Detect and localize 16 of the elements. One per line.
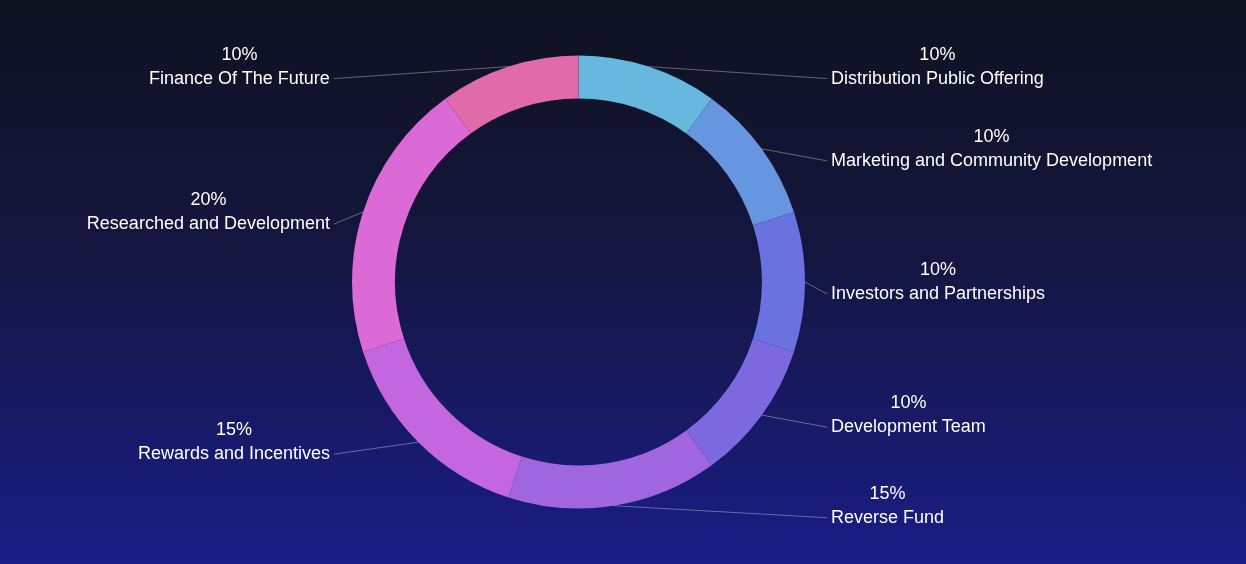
slice-label: Rewards and Incentives xyxy=(137,443,331,464)
data-label: 10% xyxy=(920,258,957,279)
data-label: 10% xyxy=(919,43,956,64)
slice-label: Researched and Development xyxy=(86,212,331,233)
data-label: 10% xyxy=(221,43,258,64)
slice-label: Development Team xyxy=(831,416,986,437)
data-label: 10% xyxy=(890,392,927,413)
slice-label: Distribution Public Offering xyxy=(831,67,1044,88)
data-label: 15% xyxy=(215,419,252,440)
data-label: 20% xyxy=(190,188,227,209)
data-label: 10% xyxy=(973,125,1010,146)
slice-label: Investors and Partnerships xyxy=(831,282,1046,303)
slice-label: Finance Of The Future xyxy=(148,67,330,88)
slice-label: Marketing and Community Development xyxy=(831,149,1153,170)
slice-label: Reverse Fund xyxy=(831,506,945,527)
data-label: 15% xyxy=(869,482,906,503)
